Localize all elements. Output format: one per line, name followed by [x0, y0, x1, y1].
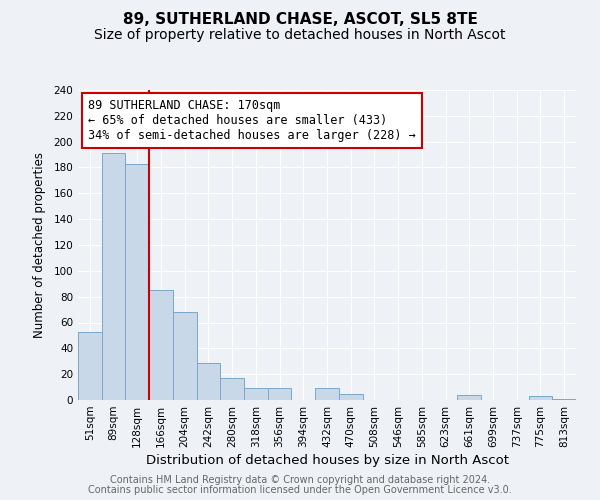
Bar — [173, 312, 197, 400]
Bar — [315, 388, 339, 400]
Bar — [149, 290, 173, 400]
Bar — [102, 154, 125, 400]
Bar — [339, 394, 362, 400]
Bar — [220, 378, 244, 400]
Bar — [268, 388, 292, 400]
Bar — [125, 164, 149, 400]
Bar — [529, 396, 552, 400]
Bar — [78, 332, 102, 400]
Text: 89, SUTHERLAND CHASE, ASCOT, SL5 8TE: 89, SUTHERLAND CHASE, ASCOT, SL5 8TE — [122, 12, 478, 28]
Text: Contains HM Land Registry data © Crown copyright and database right 2024.: Contains HM Land Registry data © Crown c… — [110, 475, 490, 485]
Bar — [197, 362, 220, 400]
Bar — [552, 398, 576, 400]
Text: 89 SUTHERLAND CHASE: 170sqm
← 65% of detached houses are smaller (433)
34% of se: 89 SUTHERLAND CHASE: 170sqm ← 65% of det… — [88, 100, 416, 142]
X-axis label: Distribution of detached houses by size in North Ascot: Distribution of detached houses by size … — [146, 454, 509, 467]
Bar — [244, 388, 268, 400]
Text: Size of property relative to detached houses in North Ascot: Size of property relative to detached ho… — [94, 28, 506, 42]
Text: Contains public sector information licensed under the Open Government Licence v3: Contains public sector information licen… — [88, 485, 512, 495]
Bar — [457, 395, 481, 400]
Y-axis label: Number of detached properties: Number of detached properties — [34, 152, 46, 338]
